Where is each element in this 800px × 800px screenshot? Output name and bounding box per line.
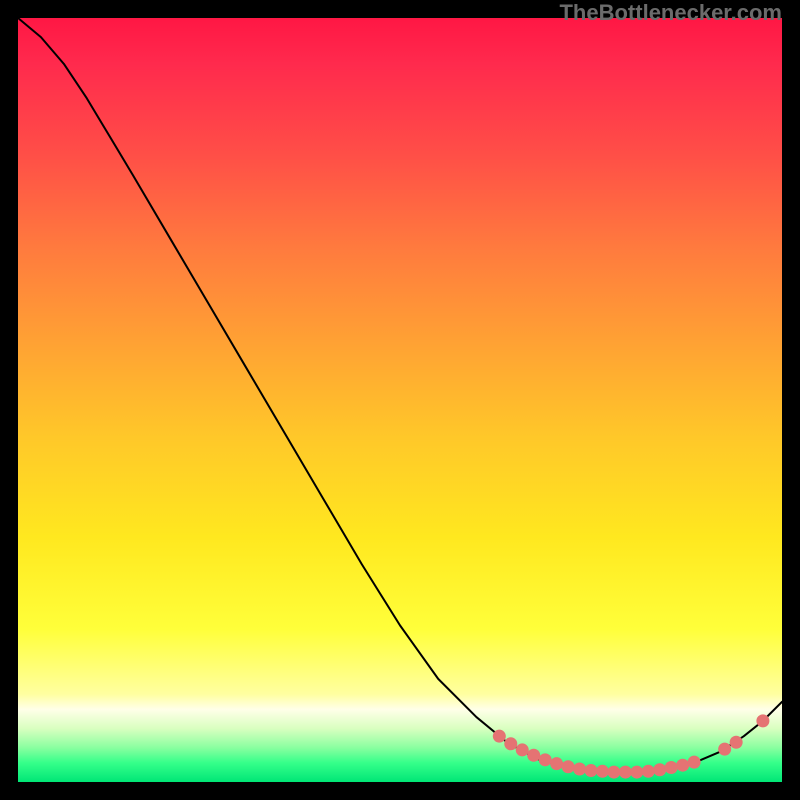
chart-svg xyxy=(18,18,782,782)
marker-dot xyxy=(585,764,598,777)
bottleneck-curve xyxy=(18,18,782,773)
marker-dot xyxy=(676,759,689,772)
marker-dot xyxy=(607,766,620,779)
marker-dot xyxy=(730,736,743,749)
marker-dot xyxy=(562,760,575,773)
plot-area xyxy=(18,18,782,782)
marker-dot xyxy=(527,749,540,762)
marker-dot xyxy=(642,765,655,778)
marker-dot xyxy=(596,765,609,778)
marker-dot xyxy=(493,730,506,743)
marker-dot xyxy=(539,753,552,766)
marker-dot xyxy=(756,714,769,727)
marker-dot xyxy=(504,737,517,750)
marker-dot xyxy=(619,766,632,779)
marker-dot xyxy=(653,763,666,776)
chart-frame: TheBottlenecker.com xyxy=(0,0,800,800)
marker-dot xyxy=(630,766,643,779)
marker-dot xyxy=(573,763,586,776)
marker-dot xyxy=(718,743,731,756)
marker-dot xyxy=(688,756,701,769)
marker-dot xyxy=(550,757,563,770)
marker-strip xyxy=(493,714,770,778)
marker-dot xyxy=(516,743,529,756)
marker-dot xyxy=(665,761,678,774)
